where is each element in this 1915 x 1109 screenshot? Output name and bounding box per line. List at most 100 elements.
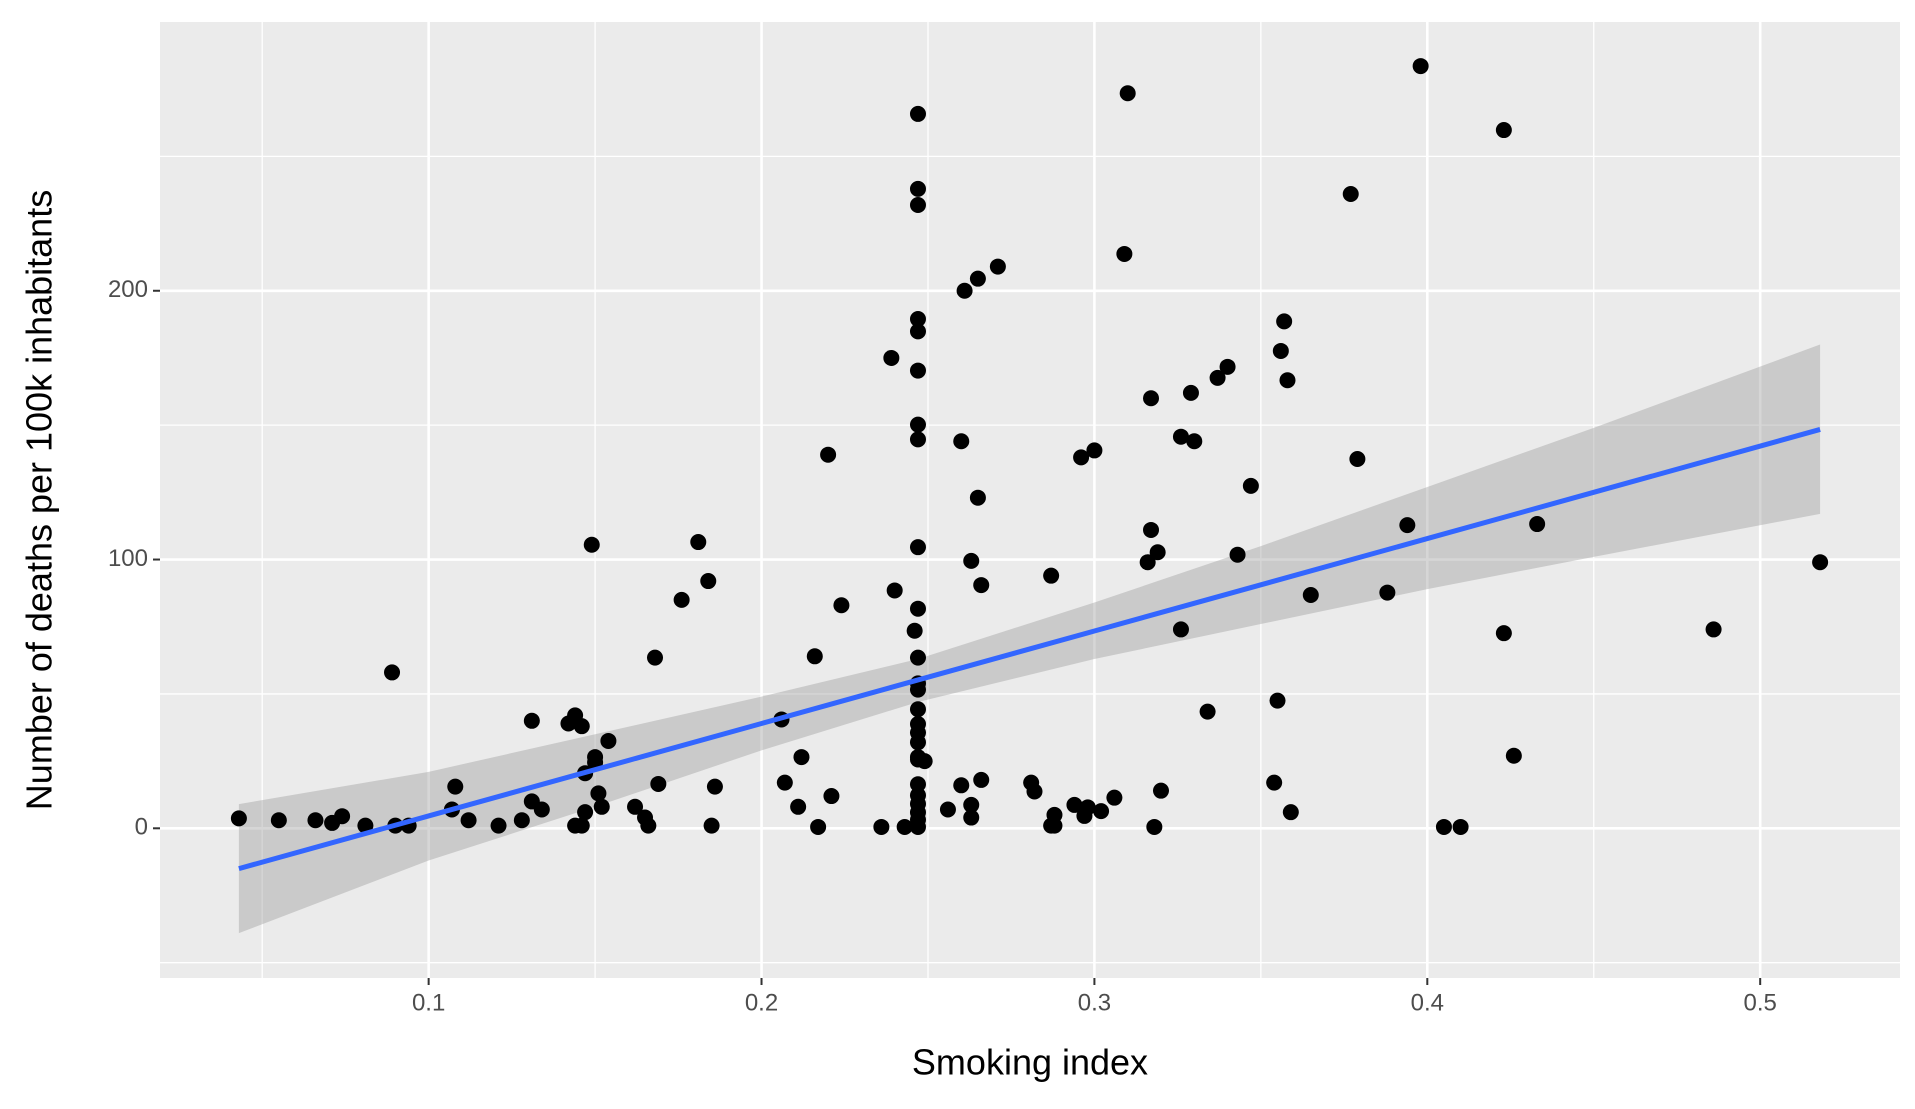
point [909,818,926,835]
point [1495,122,1512,139]
point [1172,621,1189,638]
point [909,539,926,556]
point [1302,587,1319,604]
point [973,771,990,788]
x-tick-label: 0.4 [1411,989,1444,1016]
point [573,817,590,834]
point [690,534,707,551]
point [1529,516,1546,533]
point [939,801,956,818]
point [307,812,324,829]
point [447,778,464,795]
point [1026,783,1043,800]
point [820,446,837,463]
point [883,349,900,366]
point [1452,818,1469,835]
point [956,282,973,299]
point [627,798,644,815]
point [1043,567,1060,584]
point [1435,818,1452,835]
point [1182,384,1199,401]
point [1379,584,1396,601]
point [1276,313,1293,330]
confidence-band [238,344,1821,934]
x-tick-label: 0.3 [1078,989,1111,1016]
point [953,777,970,794]
point [909,649,926,666]
point [1495,625,1512,642]
point [909,431,926,448]
point [790,798,807,815]
y-tick-label: 0 [135,814,148,841]
x-tick-label: 0.2 [745,989,778,1016]
point [1149,544,1166,561]
point [886,582,903,599]
y-axis-title: Number of deaths per 100k inhabitants [19,190,60,810]
point [230,810,247,827]
point [513,812,530,829]
x-axis-title: Smoking index [912,1042,1148,1083]
point [384,664,401,681]
point [1139,554,1156,571]
point [1146,818,1163,835]
point [963,796,980,813]
point [909,600,926,617]
point [963,809,980,826]
point [776,774,793,791]
x-tick-label: 0.1 [412,989,445,1016]
point [1272,342,1289,359]
point [1143,521,1160,538]
point [650,775,667,792]
point [873,818,890,835]
point [1046,817,1063,834]
point [1705,621,1722,638]
point [640,817,657,834]
point [593,798,610,815]
point [1279,372,1296,389]
point [823,788,840,805]
point [1282,804,1299,821]
panel-background [160,22,1900,978]
point [700,573,717,590]
point [334,808,351,825]
point [909,362,926,379]
point [1119,85,1136,102]
point [916,753,933,770]
point [810,818,827,835]
point [806,648,823,665]
point [673,591,690,608]
point [1219,358,1236,375]
trend-line [238,427,1821,872]
point [577,804,594,821]
point [1349,451,1366,468]
point [963,552,980,569]
point [909,310,926,327]
point [953,433,970,450]
point [909,323,926,340]
point [969,489,986,506]
point [1412,58,1429,75]
point [1152,782,1169,799]
point [573,718,590,735]
point [706,778,723,795]
point [909,681,926,698]
point [1242,477,1259,494]
point [909,701,926,718]
x-tick-label: 0.5 [1744,989,1777,1016]
point [490,817,507,834]
point [1266,774,1283,791]
point [600,732,617,749]
point [909,197,926,214]
point [896,818,913,835]
point [1106,789,1123,806]
point [460,812,477,829]
y-tick-label: 100 [108,545,148,572]
point [523,712,540,729]
y-tick-label: 200 [108,276,148,303]
point [1812,554,1829,571]
point [909,734,926,751]
point [1186,433,1203,450]
point [1342,186,1359,203]
point [270,812,287,829]
point [1116,245,1133,262]
